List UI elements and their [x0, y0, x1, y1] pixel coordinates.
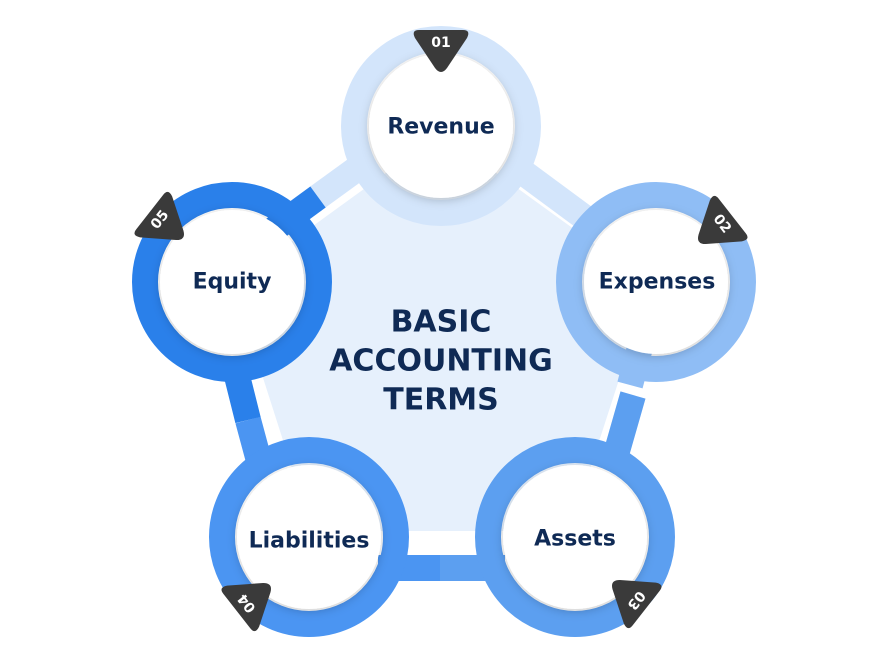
node-circle-revenue — [369, 54, 513, 198]
node-ring-liabilities — [209, 437, 409, 637]
node-ring-equity — [132, 182, 332, 382]
center-title-line-2: ACCOUNTING — [329, 344, 553, 379]
badge-01-shape — [413, 30, 469, 72]
node-ring-expenses — [556, 182, 756, 382]
center-title-line-1: BASIC — [391, 305, 492, 340]
ring-segment-1 — [512, 159, 593, 229]
node-ring-assets — [475, 437, 675, 637]
node-circle-equity — [160, 210, 304, 354]
badge-03-shape — [612, 579, 662, 629]
badge-05-shape — [134, 191, 184, 241]
node-label-liabilities: Liabilities — [249, 529, 370, 554]
node-circle-liabilities — [237, 465, 381, 609]
badge-02: 02 — [698, 195, 748, 245]
node-circle-expenses — [584, 210, 728, 354]
badge-02-shape — [698, 195, 748, 245]
badge-03: 03 — [612, 579, 662, 629]
badge-01-number: 01 — [431, 35, 450, 51]
center-pentagon — [233, 133, 650, 531]
badge-05: 05 — [134, 191, 184, 241]
node-circle-assets — [503, 465, 647, 609]
node-label-revenue: Revenue — [387, 115, 494, 140]
badge-04-shape — [221, 582, 271, 632]
badge-04: 04 — [221, 582, 271, 632]
node-label-equity: Equity — [193, 270, 272, 295]
node-label-assets: Assets — [534, 527, 616, 552]
center-title-line-3: TERMS — [383, 383, 499, 418]
badge-01: 01 — [413, 30, 469, 72]
node-label-expenses: Expenses — [599, 270, 716, 295]
